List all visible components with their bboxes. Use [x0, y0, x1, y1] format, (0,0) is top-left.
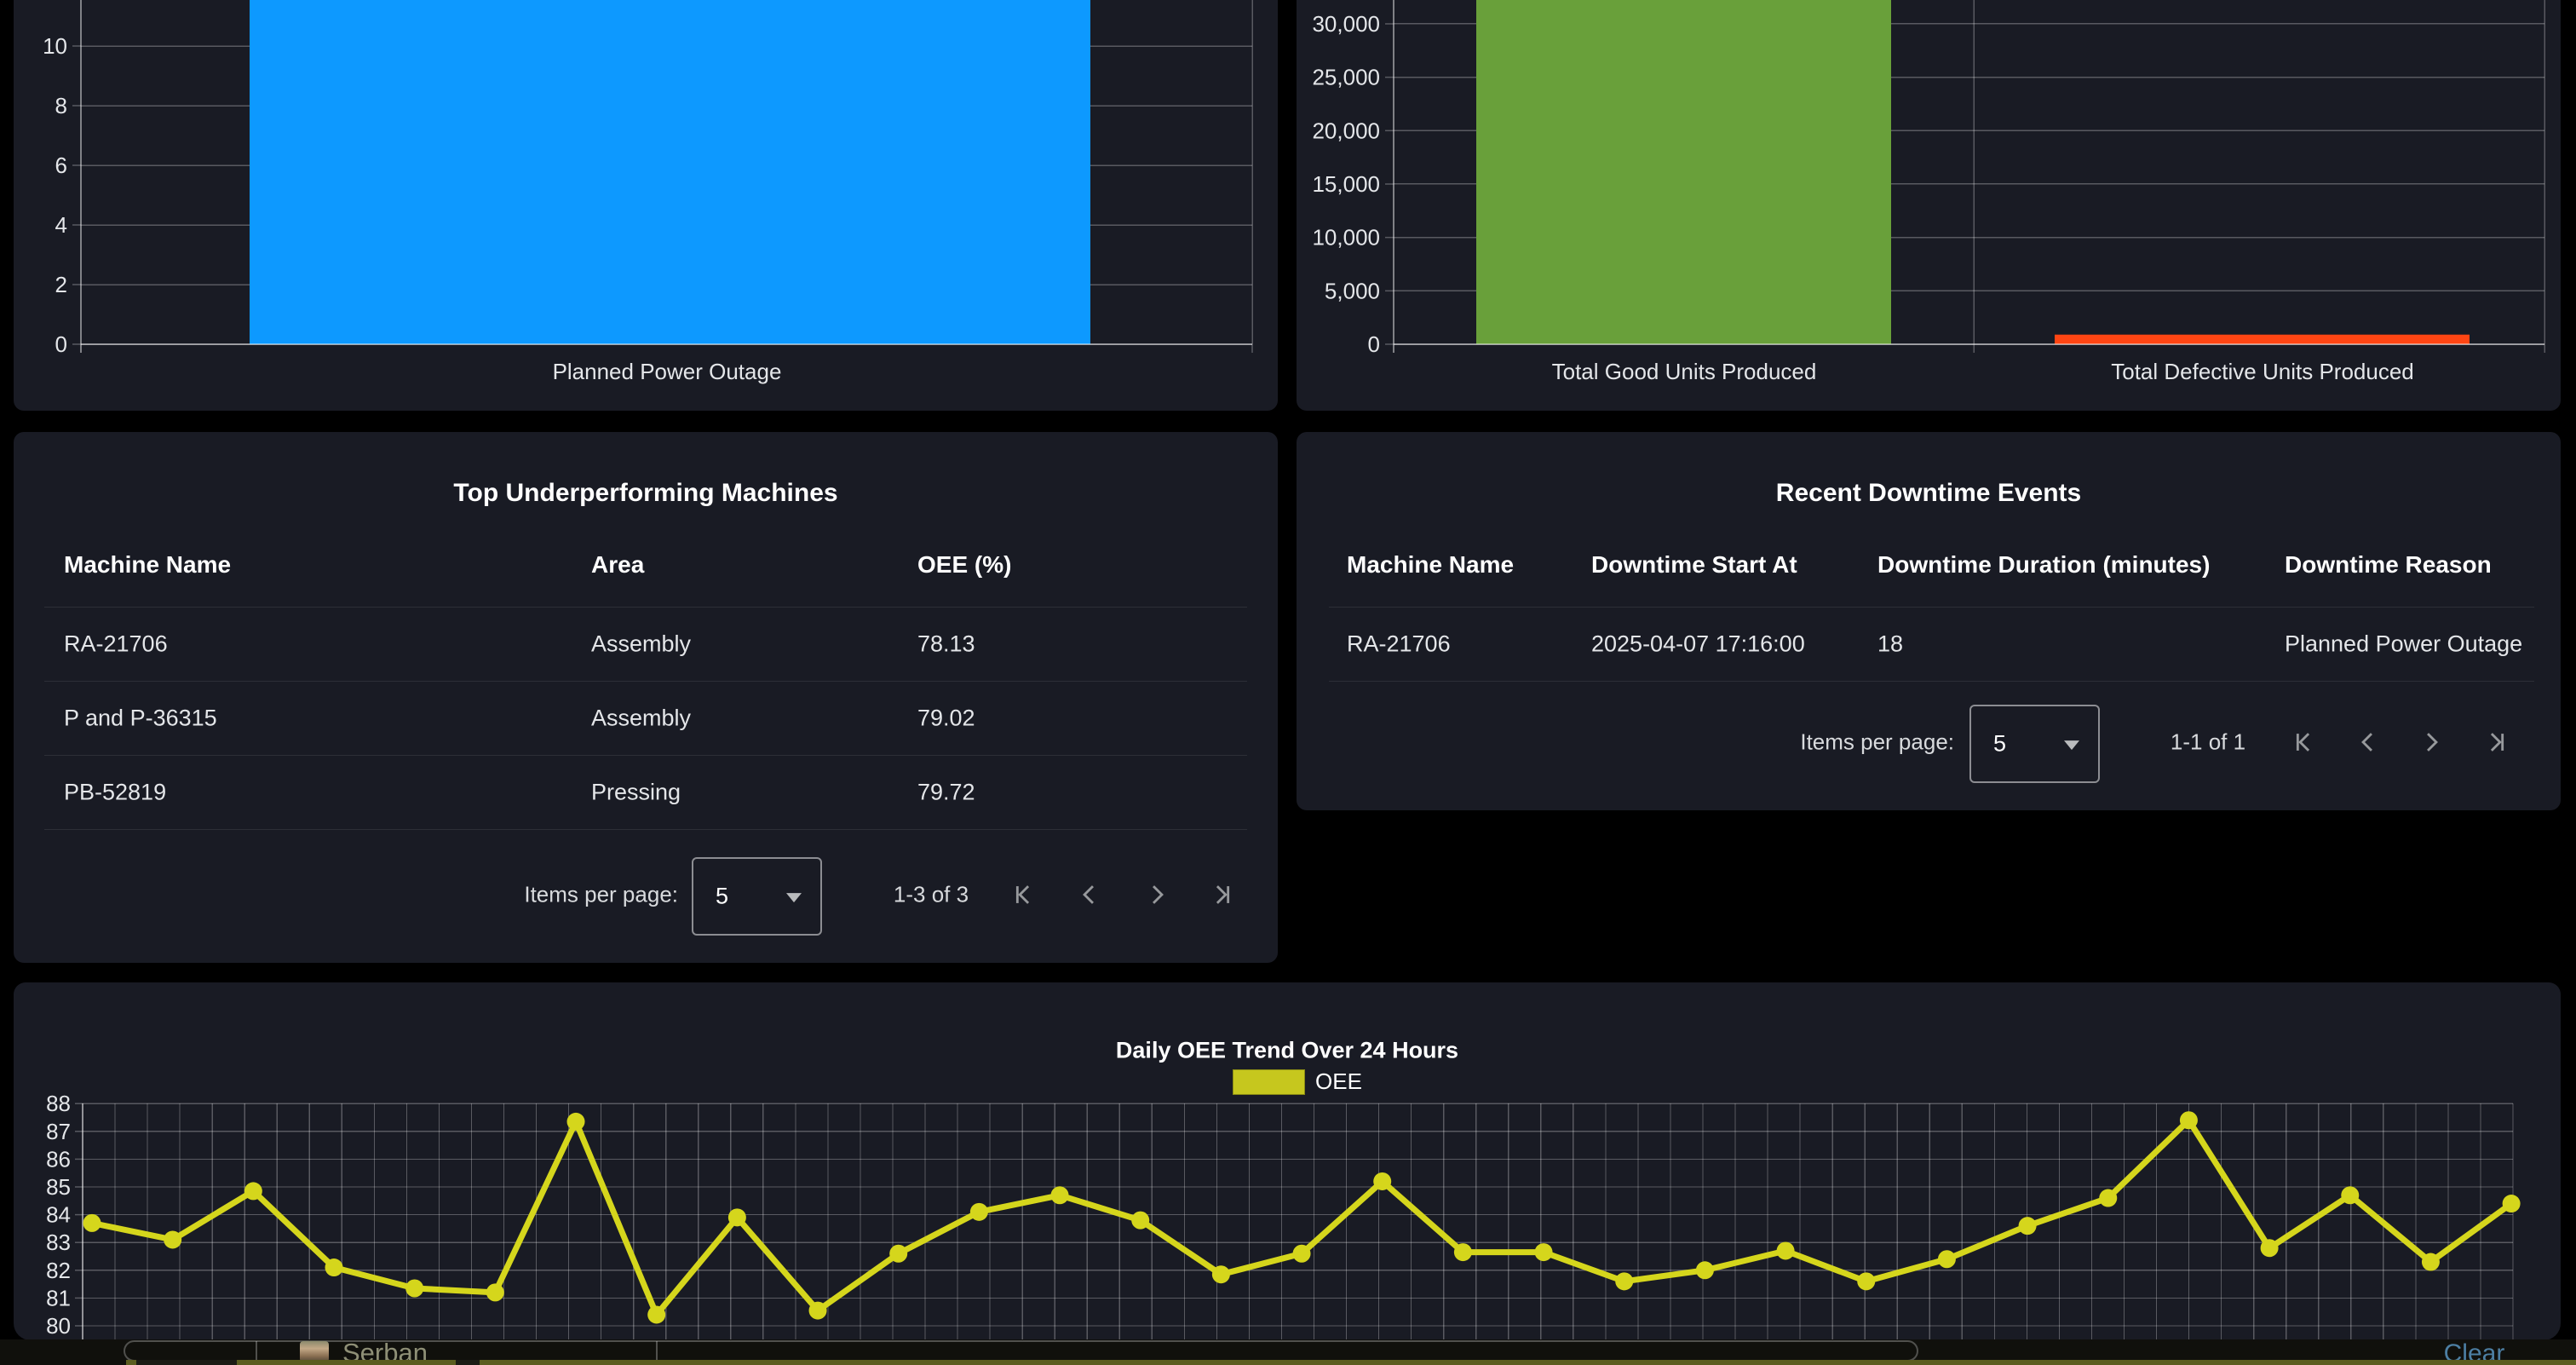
- svg-text:2: 2: [55, 272, 67, 297]
- table-cell: PB-52819: [64, 779, 167, 804]
- svg-text:4: 4: [55, 212, 67, 238]
- units-produced-chart-card: 0 5,000 10,000 15,000 20,000 25,000 30,000 Tota…: [1297, 0, 2561, 411]
- column-header: Machine Name: [64, 551, 232, 578]
- chart-title: Daily OEE Trend Over 24 Hours: [1115, 1037, 1459, 1063]
- chart-legend: OEE: [1233, 1068, 1362, 1095]
- svg-text:25,000: 25,000: [1312, 65, 1380, 90]
- svg-text:80: 80: [46, 1313, 71, 1339]
- svg-text:6: 6: [55, 153, 67, 178]
- table-cell: Planned Power Outage: [2285, 631, 2523, 656]
- column-header: Machine Name: [1347, 551, 1515, 578]
- column-header: Downtime Reason: [2285, 551, 2492, 578]
- pagination-range-label: 1-3 of 3: [893, 881, 969, 907]
- taskbar-strip-notch: [136, 1360, 237, 1365]
- svg-text:0: 0: [55, 331, 67, 357]
- column-header: OEE (%): [917, 551, 1012, 578]
- row-divider: [1329, 607, 2534, 608]
- svg-text:0: 0: [1368, 331, 1380, 357]
- row-divider: [44, 755, 1247, 756]
- next-page-button[interactable]: [2418, 728, 2447, 757]
- recent-downtime-events-card: Recent Downtime Events Machine Name Downt…: [1297, 432, 2561, 810]
- row-divider: [1329, 681, 2534, 682]
- table-cell: 18: [1877, 631, 1904, 656]
- table-cell: Pressing: [591, 779, 681, 804]
- svg-text:10: 10: [43, 33, 67, 59]
- last-page-button[interactable]: [2483, 728, 2512, 757]
- prev-page-button[interactable]: [2353, 728, 2382, 757]
- svg-text:Total Defective Units Produced: Total Defective Units Produced: [2111, 359, 2414, 384]
- table-cell: Assembly: [591, 631, 692, 656]
- svg-text:30,000: 30,000: [1312, 11, 1380, 37]
- card-title: Recent Downtime Events: [1775, 478, 2082, 507]
- page-size-value: 5: [1993, 730, 2007, 757]
- items-per-page-label: Items per page:: [524, 881, 678, 907]
- column-header: Downtime Duration (minutes): [1877, 551, 2211, 578]
- table-cell: Assembly: [591, 705, 692, 730]
- table-cell: 2025-04-07 17:16:00: [1591, 631, 1805, 656]
- column-header: Area: [591, 551, 645, 578]
- column-header: Downtime Start At: [1591, 551, 1797, 578]
- row-divider: [44, 607, 1247, 608]
- prev-page-button[interactable]: [1074, 880, 1103, 909]
- legend-label-oee: OEE: [1315, 1068, 1362, 1094]
- svg-text:82: 82: [46, 1258, 71, 1283]
- chevron-down-icon: [2064, 740, 2079, 751]
- user-avatar[interactable]: [300, 1341, 329, 1362]
- taskbar-bottom-strip: [126, 1360, 2576, 1365]
- svg-text:20,000: 20,000: [1312, 118, 1380, 143]
- table-cell: 79.02: [917, 705, 975, 730]
- svg-text:15,000: 15,000: [1312, 171, 1380, 197]
- svg-text:Total Good Units Produced: Total Good Units Produced: [1552, 359, 1817, 384]
- units-produced-bar-chart: 0 5,000 10,000 15,000 20,000 25,000 30,000 Tota…: [1312, 0, 2545, 384]
- table-cell: 79.72: [917, 779, 975, 804]
- legend-swatch-oee: [1233, 1068, 1305, 1095]
- taskbar-overlay: Serban Clear recent: [0, 1338, 2576, 1365]
- top-underperforming-machines-card: Top Underperforming Machines Machine Nam…: [14, 432, 1278, 963]
- svg-text:86: 86: [46, 1146, 71, 1172]
- pagination-range-label: 1-1 of 1: [2170, 729, 2246, 755]
- table-cell: 78.13: [917, 631, 975, 656]
- items-per-page-label: Items per page:: [1800, 729, 1954, 755]
- row-divider: [44, 681, 1247, 682]
- table-cell: RA-21706: [1347, 631, 1451, 656]
- chevron-down-icon: [786, 893, 802, 903]
- svg-text:85: 85: [46, 1174, 71, 1200]
- taskbar-strip-notch: [456, 1360, 480, 1365]
- svg-text:5,000: 5,000: [1325, 278, 1380, 303]
- svg-text:88: 88: [46, 1091, 71, 1116]
- svg-text:83: 83: [46, 1230, 71, 1255]
- table-cell: P and P-36315: [64, 705, 217, 730]
- page-size-select[interactable]: 5: [1969, 705, 2100, 783]
- svg-text:84: 84: [46, 1202, 71, 1228]
- page-size-value: 5: [716, 883, 729, 909]
- next-page-button[interactable]: [1143, 880, 1172, 909]
- card-title: Top Underperforming Machines: [453, 478, 838, 507]
- svg-text:87: 87: [46, 1119, 71, 1144]
- svg-text:81: 81: [46, 1285, 71, 1310]
- downtime-by-reason-bar-chart: 0 2 4 6 8 10 Planned Power Outage: [43, 0, 1253, 384]
- first-page-button[interactable]: [1008, 880, 1037, 909]
- oee-trend-chart-card: Daily OEE Trend Over 24 Hours OEE 80 81 82…: [14, 982, 2561, 1340]
- last-page-button[interactable]: [1209, 880, 1238, 909]
- svg-text:8: 8: [55, 93, 67, 118]
- svg-text:Planned Power Outage: Planned Power Outage: [553, 359, 782, 384]
- table-cell: RA-21706: [64, 631, 168, 656]
- row-divider: [44, 829, 1247, 830]
- taskbar-separator: [656, 1341, 658, 1360]
- first-page-button[interactable]: [2288, 728, 2317, 757]
- svg-text:10,000: 10,000: [1312, 225, 1380, 251]
- taskbar-separator: [256, 1341, 257, 1360]
- downtime-by-reason-chart-card: 0 2 4 6 8 10 Planned Power Outage: [14, 0, 1278, 411]
- page-size-select[interactable]: 5: [692, 857, 822, 936]
